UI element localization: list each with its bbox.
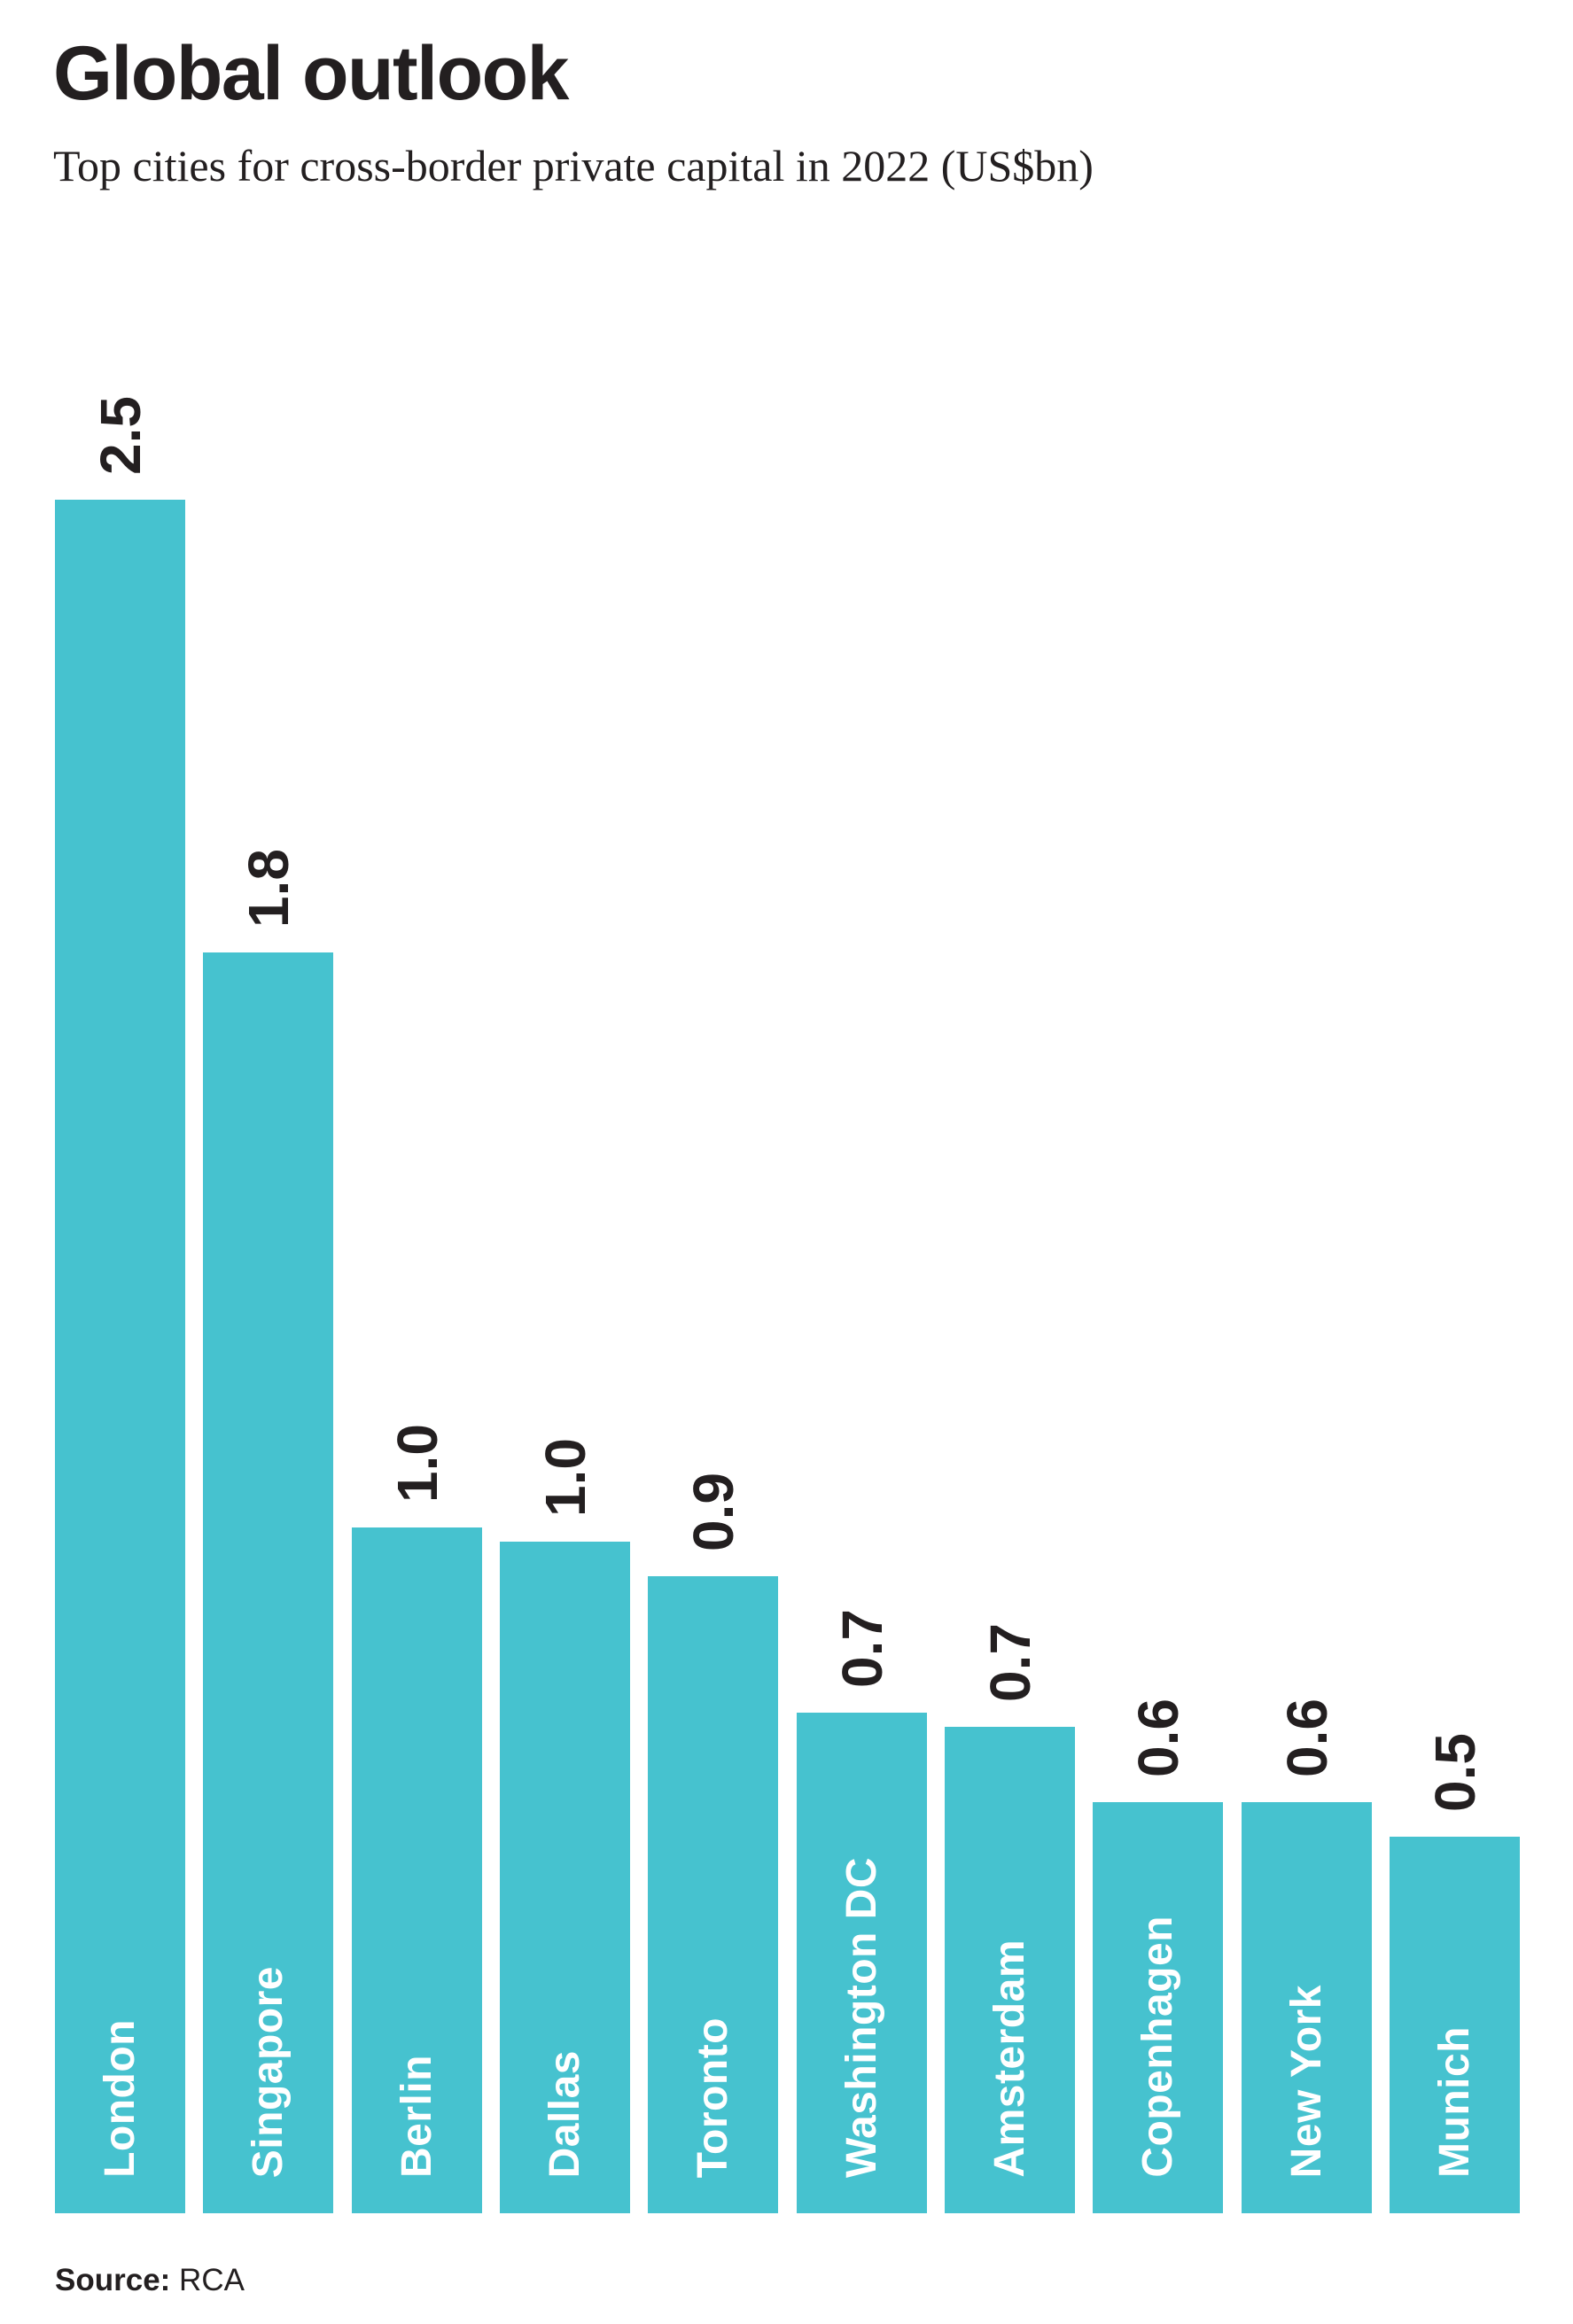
value-label-wrap: 2.5 <box>55 396 185 475</box>
value-label: 0.6 <box>1125 1698 1190 1777</box>
value-label-wrap: 0.7 <box>797 1609 927 1688</box>
value-label-wrap: 0.9 <box>648 1473 778 1551</box>
category-label: London <box>96 2019 144 2178</box>
chart-title: Global outlook <box>53 31 569 116</box>
value-label-wrap: 0.5 <box>1390 1733 1520 1812</box>
category-label-wrap: Singapore <box>203 1966 333 2178</box>
category-label-wrap: Copenhagen <box>1093 1916 1223 2178</box>
bar-new-york: New York <box>1242 1802 1372 2213</box>
value-label: 0.6 <box>1274 1698 1339 1777</box>
value-label: 1.0 <box>385 1424 449 1503</box>
category-label: Dallas <box>541 2049 588 2178</box>
value-label-wrap: 1.0 <box>352 1424 482 1503</box>
value-label: 0.7 <box>829 1609 894 1688</box>
bar-munich: Munich <box>1390 1837 1520 2213</box>
category-label-wrap: Washington DC <box>797 1857 927 2178</box>
category-label-wrap: Amsterdam <box>945 1939 1075 2178</box>
bar-london: London <box>55 500 185 2213</box>
category-label: Amsterdam <box>985 1939 1033 2178</box>
value-label: 2.5 <box>88 396 152 475</box>
category-label: Berlin <box>393 2054 440 2178</box>
category-label: New York <box>1282 1984 1330 2178</box>
value-label: 0.9 <box>681 1473 745 1551</box>
value-label: 1.0 <box>533 1438 597 1517</box>
bar-dallas: Dallas <box>500 1542 630 2213</box>
bar-copenhagen: Copenhagen <box>1093 1802 1223 2213</box>
source-value: RCA <box>179 2263 245 2297</box>
category-label: Singapore <box>244 1965 292 2178</box>
value-label: 0.5 <box>1422 1733 1487 1812</box>
value-label-wrap: 1.8 <box>203 849 333 928</box>
category-label-wrap: Dallas <box>500 2050 630 2178</box>
value-label-wrap: 0.7 <box>945 1623 1075 1702</box>
category-label-wrap: New York <box>1242 1985 1372 2178</box>
category-label-wrap: Munich <box>1390 2026 1520 2178</box>
category-label: Washington DC <box>837 1857 885 2178</box>
category-label-wrap: Toronto <box>648 2017 778 2178</box>
source-label: Source: <box>55 2263 171 2297</box>
bar-toronto: Toronto <box>648 1576 778 2213</box>
source-note: Source: RCA <box>55 2265 245 2296</box>
bar-singapore: Singapore <box>203 952 333 2213</box>
value-label: 1.8 <box>236 849 300 928</box>
category-label: Toronto <box>689 2017 736 2178</box>
value-label-wrap: 0.6 <box>1242 1698 1372 1777</box>
category-label-wrap: London <box>55 2019 185 2178</box>
bar-washington-dc: Washington DC <box>797 1713 927 2213</box>
chart-subtitle: Top cities for cross-border private capi… <box>53 141 1094 190</box>
category-label: Munich <box>1430 2026 1478 2178</box>
bar-amsterdam: Amsterdam <box>945 1727 1075 2213</box>
bar-berlin: Berlin <box>352 1527 482 2213</box>
category-label: Copenhagen <box>1133 1916 1181 2178</box>
category-label-wrap: Berlin <box>352 2055 482 2178</box>
value-label: 0.7 <box>977 1623 1042 1702</box>
value-label-wrap: 1.0 <box>500 1438 630 1517</box>
value-label-wrap: 0.6 <box>1093 1698 1223 1777</box>
